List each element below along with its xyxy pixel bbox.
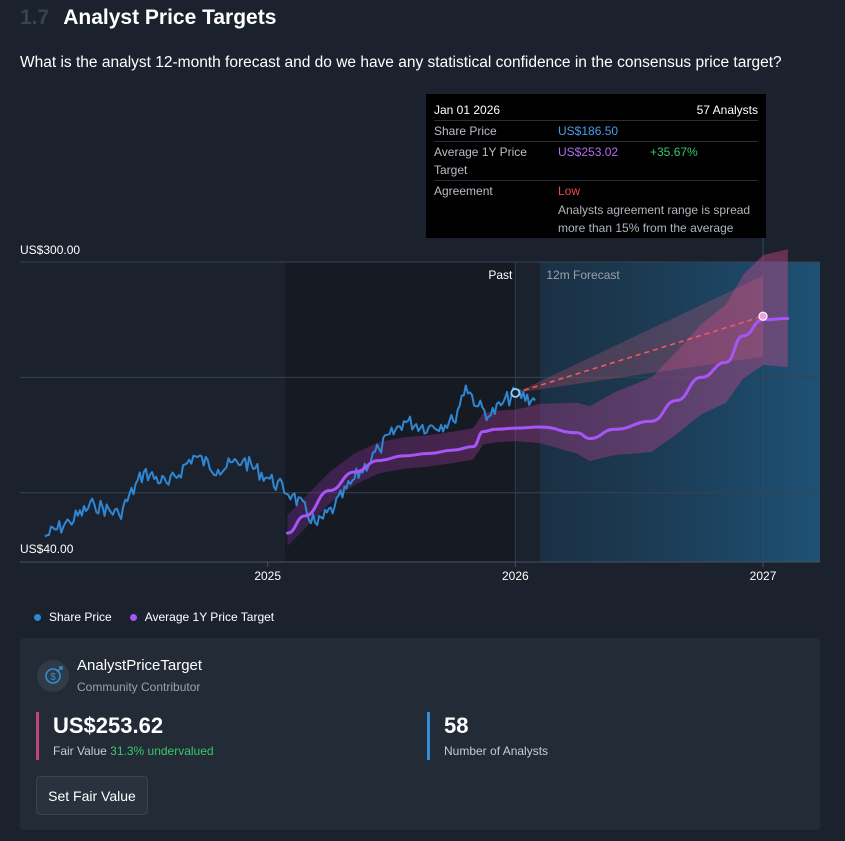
tooltip-agreement-description: Analysts agreement range is spread more …	[558, 203, 751, 235]
tooltip-share-price-value: US$186.50	[558, 124, 619, 138]
y-axis-bottom-label: US$40.00	[20, 542, 74, 556]
fair-value-amount: US$253.62	[53, 713, 164, 738]
contributor-name: AnalystPriceTarget	[77, 657, 203, 674]
tooltip-share-price-label: Share Price	[434, 124, 497, 138]
past-label: Past	[488, 268, 513, 282]
section-number: 1.7	[20, 6, 50, 29]
contributor-card: $ AnalystPriceTarget Community Contribut…	[20, 638, 820, 830]
tooltip-target-change: +35.67%	[650, 145, 698, 159]
svg-text:$: $	[50, 672, 56, 683]
price-target-line	[285, 317, 790, 535]
legend-dot-share-price	[34, 613, 41, 621]
legend-label-price-target: Average 1Y Price Target	[144, 610, 275, 624]
share-price-point	[510, 388, 521, 398]
x-tick-label-2027: 2027	[750, 569, 777, 583]
consensus-cone	[515, 275, 764, 393]
target-band	[287, 249, 788, 547]
fair-value-metric: US$253.62 Fair Value 31.3% undervalued	[36, 712, 214, 760]
tooltip-analyst-count: 57 Analysts	[696, 103, 758, 117]
share-price-line	[44, 384, 536, 538]
undervalued-percent: 31.3% undervalued	[110, 744, 214, 758]
x-tick-label-2025: 2025	[254, 569, 281, 583]
tooltip-target-label: Average 1Y Price Target	[434, 145, 527, 177]
price-target-point	[758, 311, 768, 321]
set-fair-value-button[interactable]: Set Fair Value	[36, 776, 148, 815]
chart-legend: Share Price Average 1Y Price Target	[34, 610, 292, 624]
analysts-count: 58	[444, 713, 469, 738]
fair-value-label: Fair Value	[53, 744, 107, 758]
forecast-label: 12m Forecast	[546, 268, 620, 282]
section-question: What is the analyst 12-month forecast an…	[20, 54, 782, 71]
contributor-role: Community Contributor	[77, 680, 201, 694]
analysts-label: Number of Analysts	[444, 744, 549, 758]
contributor-avatar: $	[37, 660, 69, 692]
legend-item-share-price[interactable]: Share Price	[34, 610, 112, 624]
consensus-dashed-line	[515, 315, 764, 394]
legend-label-share-price: Share Price	[49, 610, 112, 624]
analysts-metric: 58 Number of Analysts	[427, 712, 548, 760]
price-target-chart[interactable]: US$300.00 US$40.00 2025 2026 2027 Past 12m For…	[0, 0, 845, 600]
tooltip-agreement-label: Agreement	[434, 184, 493, 198]
tooltip-agreement-value: Low	[558, 184, 581, 198]
section-heading: 1.7 Analyst Price Targets	[20, 6, 276, 30]
legend-item-price-target[interactable]: Average 1Y Price Target	[129, 610, 275, 624]
past-region	[285, 262, 516, 562]
tooltip-date: Jan 01 2026	[434, 103, 501, 117]
y-axis-top-label: US$300.00	[20, 243, 80, 257]
tooltip-target-value: US$253.02	[558, 145, 619, 159]
section-title: Analyst Price Targets	[63, 6, 277, 29]
x-tick-label-2026: 2026	[502, 569, 529, 583]
chart-tooltip: Jan 01 2026 57 Analysts Share Price US$1…	[426, 94, 766, 238]
price-target-icon: $	[45, 666, 63, 684]
legend-dot-price-target	[129, 613, 137, 621]
